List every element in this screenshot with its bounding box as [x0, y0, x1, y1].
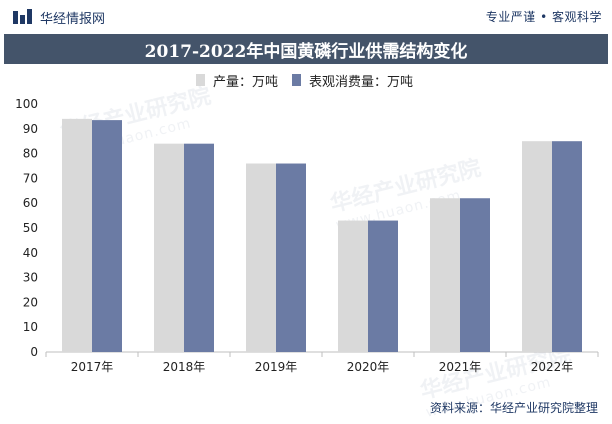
y-tick-label: 60 — [23, 196, 38, 210]
y-tick-label: 50 — [23, 221, 38, 235]
y-tick-label: 0 — [30, 345, 38, 359]
y-tick-label: 40 — [23, 246, 38, 260]
bar-production — [430, 198, 460, 352]
bar-consumption — [368, 220, 398, 352]
brand-name: 华经情报网 — [40, 11, 106, 27]
bar-consumption — [460, 198, 490, 352]
bar-production — [246, 163, 276, 352]
title-bar: 2017-2022年中国黄磷行业供需结构变化 — [4, 34, 608, 64]
x-tick-label: 2022年 — [531, 360, 574, 374]
y-tick-label: 30 — [23, 271, 38, 285]
bar-production — [338, 220, 368, 352]
tagline: 专业严谨 • 客观科学 — [485, 10, 602, 24]
legend-item-production: 产量：万吨 — [196, 71, 278, 90]
y-tick-label: 20 — [23, 295, 38, 309]
legend-swatch-production — [196, 74, 205, 86]
y-tick-label: 70 — [23, 171, 38, 185]
source-note: 资料来源：华经产业研究院整理 — [429, 401, 598, 415]
x-tick-label: 2020年 — [347, 360, 390, 374]
bar-consumption — [184, 143, 214, 352]
top-bar: 华经情报网 专业严谨 • 客观科学 — [0, 0, 612, 32]
bar-consumption — [552, 141, 582, 352]
chart-title: 2017-2022年中国黄磷行业供需结构变化 — [144, 41, 468, 62]
bar-logo-icon — [13, 9, 32, 24]
legend-label-production: 产量：万吨 — [213, 74, 279, 90]
y-tick-label: 90 — [23, 122, 38, 136]
brand: 华经情报网 — [12, 8, 106, 27]
x-tick-label: 2018年 — [163, 360, 206, 374]
bar-consumption — [92, 120, 122, 353]
legend-label-consumption: 表观消费量：万吨 — [309, 74, 414, 90]
y-tick-label: 80 — [23, 147, 38, 161]
y-tick-label: 10 — [23, 320, 38, 334]
bar-production — [62, 118, 92, 352]
y-tick-label: 100 — [15, 97, 38, 111]
bar-production — [522, 141, 552, 352]
x-tick-label: 2017年 — [71, 360, 114, 374]
legend-item-consumption: 表观消费量：万吨 — [292, 71, 413, 90]
chart-legend: 产量：万吨 表观消费量：万吨 — [196, 71, 413, 90]
x-tick-label: 2019年 — [255, 360, 298, 374]
bar-production — [154, 143, 184, 352]
bar-consumption — [276, 163, 306, 352]
legend-swatch-consumption — [292, 74, 302, 86]
x-tick-label: 2021年 — [439, 360, 482, 374]
